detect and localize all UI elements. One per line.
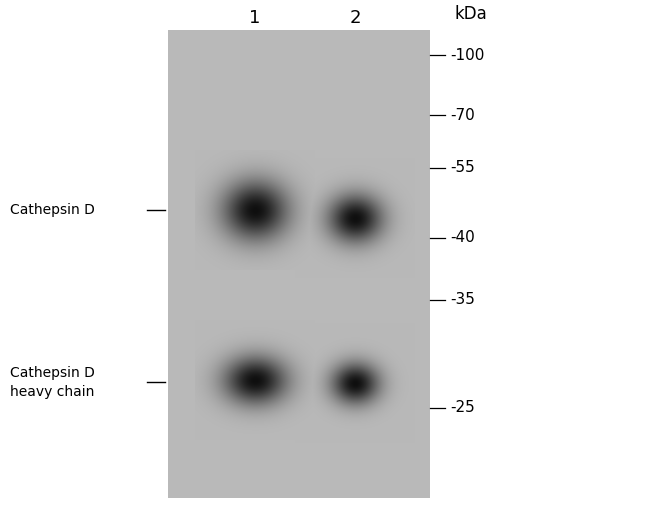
Text: 1: 1 <box>250 9 261 27</box>
Text: -55: -55 <box>450 161 474 175</box>
Text: 2: 2 <box>349 9 361 27</box>
Text: Cathepsin D: Cathepsin D <box>10 366 95 380</box>
Text: kDa: kDa <box>455 5 488 23</box>
Text: Cathepsin D: Cathepsin D <box>10 203 95 217</box>
Text: -40: -40 <box>450 230 474 245</box>
Text: -100: -100 <box>450 47 484 62</box>
Text: -35: -35 <box>450 292 475 307</box>
Text: heavy chain: heavy chain <box>10 385 94 399</box>
Text: -70: -70 <box>450 108 474 123</box>
Text: -25: -25 <box>450 400 474 415</box>
